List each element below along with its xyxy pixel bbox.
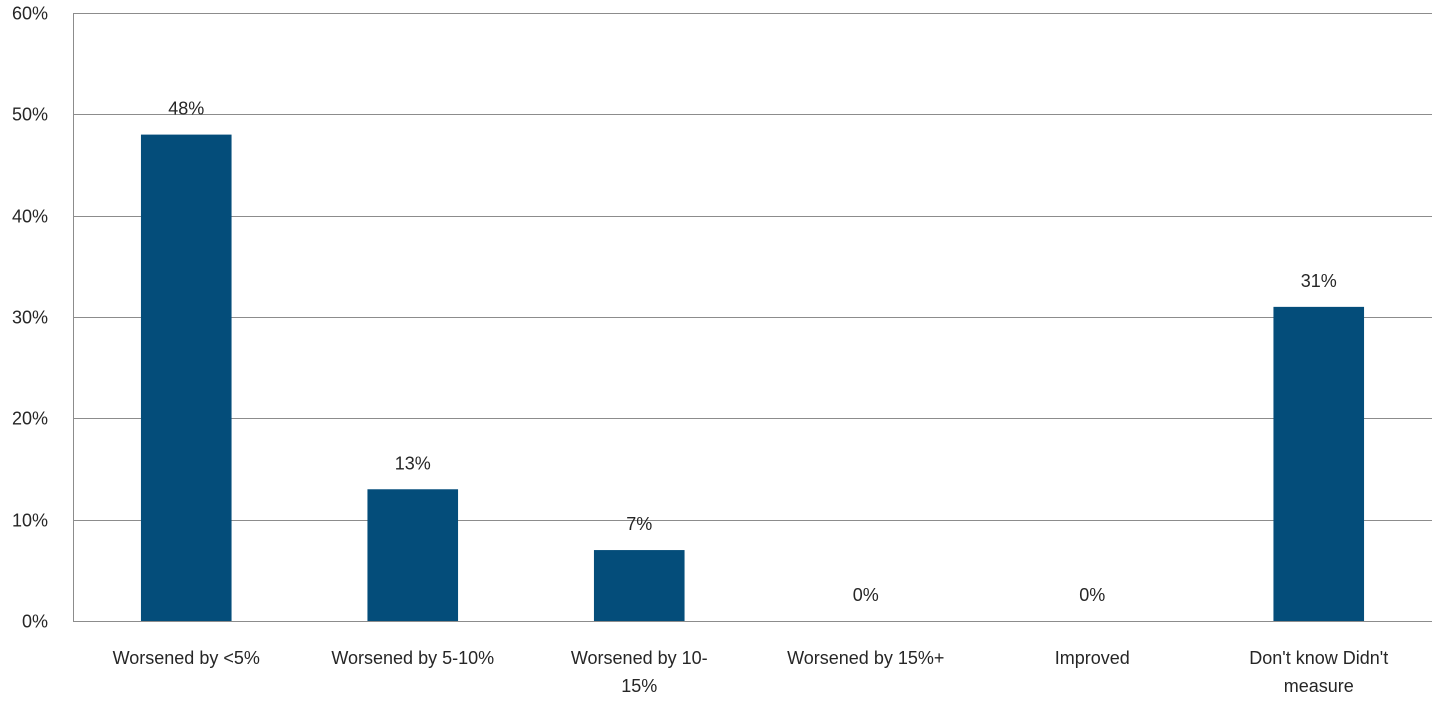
bar-5 <box>1273 306 1365 621</box>
y-tick-label: 50% <box>12 105 48 125</box>
y-tick-label: 60% <box>12 4 48 24</box>
y-tick-label: 30% <box>12 308 48 328</box>
data-label-3: 0% <box>853 585 879 605</box>
gridlines <box>73 13 1432 622</box>
bar-1 <box>367 489 459 621</box>
category-label-3: Worsened by 15%+ <box>787 648 944 668</box>
y-tick-label: 0% <box>22 612 48 632</box>
bars <box>140 134 1365 621</box>
bar-2 <box>593 550 685 621</box>
bar-0 <box>140 134 232 621</box>
data-label-4: 0% <box>1079 585 1105 605</box>
category-label-4: Improved <box>1055 648 1130 668</box>
category-label-1: Worsened by 5-10% <box>331 648 494 668</box>
data-labels: 48% 13% 7% 0% 0% 31% <box>168 99 1337 605</box>
category-label-5: Don't know Didn't measure <box>1249 648 1388 696</box>
category-label-0: Worsened by <5% <box>113 648 260 668</box>
data-label-1: 13% <box>395 453 431 473</box>
y-axis-tick-labels: 0% 10% 20% 30% 40% 50% 60% <box>12 4 48 632</box>
y-tick-label: 40% <box>12 207 48 227</box>
data-label-5: 31% <box>1301 271 1337 291</box>
x-axis-category-labels: Worsened by <5% Worsened by 5-10% Worsened… <box>113 648 1389 696</box>
data-label-2: 7% <box>626 514 652 534</box>
y-tick-label: 20% <box>12 409 48 429</box>
data-label-0: 48% <box>168 99 204 119</box>
category-label-2: Worsened by 10-15% <box>571 648 708 696</box>
y-tick-label: 10% <box>12 511 48 531</box>
